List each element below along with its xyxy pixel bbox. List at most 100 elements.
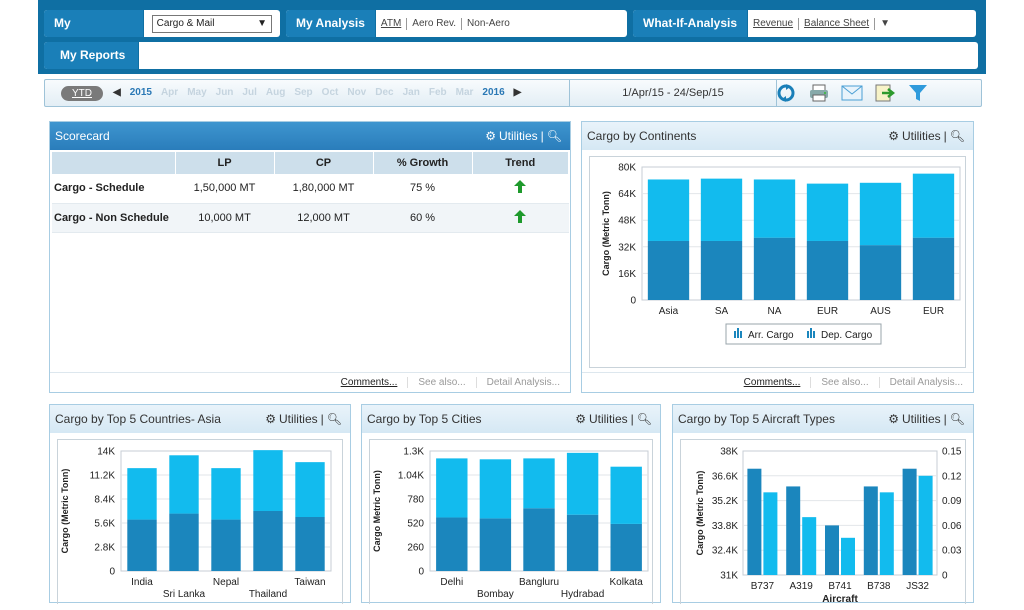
- zoom-icon[interactable]: 🔍︎: [636, 412, 652, 426]
- y2-tick-label: 0.12: [942, 471, 962, 482]
- y-tick-label: 1.3K: [403, 447, 424, 458]
- x-tick-label: B738: [867, 581, 891, 592]
- month-sep[interactable]: Sep: [294, 87, 313, 98]
- y-tick-label: 16K: [618, 269, 636, 280]
- aircraft-utilities[interactable]: ⚙ Utilities | 🔍︎: [888, 405, 965, 433]
- countries-chart: 0 2.8K 5.6K 8.4K 11.2K 14K Cargo (Metric Tonn)…: [60, 447, 332, 600]
- month-apr[interactable]: Apr: [160, 87, 179, 98]
- y2-tick-label: 0.09: [942, 496, 962, 507]
- y-tick-label: 1.04K: [398, 471, 424, 482]
- bar: [169, 513, 199, 571]
- cities-chart: 0 260 520 780 1.04K 1.3K Cargo Metric Tonn) Del…: [372, 447, 649, 600]
- scorecard-table: LP CP % Growth Trend Cargo - Schedule 1,…: [52, 152, 569, 233]
- legend-swatch-icon: [813, 331, 815, 338]
- detail-analysis-link[interactable]: Detail Analysis...: [475, 377, 570, 388]
- plot-area: [742, 450, 938, 576]
- x-tick-label: Taiwan: [294, 577, 325, 588]
- trend-up-arrow-icon: [472, 174, 569, 204]
- month-may[interactable]: May: [187, 87, 207, 98]
- bar: [912, 237, 955, 300]
- col-header-cp: CP: [274, 152, 374, 174]
- y-tick-label: 0: [630, 296, 636, 307]
- x-tick-label: India: [131, 577, 153, 588]
- my-dashboard-button[interactable]: My Dashboard: [44, 10, 144, 37]
- print-icon[interactable]: [808, 83, 830, 103]
- whatif-link-revenue[interactable]: Revenue: [748, 17, 800, 30]
- refresh-icon[interactable]: [775, 83, 797, 103]
- aircraft-chart-frame: 31K 0 32.4K 0.03 33.8K 0.06 35.2K 0.09 36.6K 0.12…: [680, 439, 966, 605]
- month-mar[interactable]: Mar: [455, 87, 474, 98]
- end-year[interactable]: 2016: [482, 87, 505, 98]
- what-if-analysis-button[interactable]: What-If-Analysis: [633, 10, 749, 37]
- col-header-lp: LP: [175, 152, 275, 174]
- my-reports-button[interactable]: My Reports: [44, 42, 139, 69]
- y-tick-label: 780: [407, 495, 424, 506]
- analysis-group: My Analysis ATM Aero Rev. Non-Aero: [286, 10, 627, 37]
- period-slider[interactable]: ◀ 2015 Apr May Jun Jul Aug Sep Oct Nov D…: [113, 87, 521, 98]
- y-tick-label: 260: [407, 543, 424, 554]
- start-year[interactable]: 2015: [129, 87, 152, 98]
- utilities-label[interactable]: Utilities: [588, 412, 628, 426]
- next-year-arrow-icon[interactable]: ▶: [513, 87, 522, 98]
- continents-footer: Comments... See also... Detail Analysis.…: [582, 372, 973, 392]
- cities-panel: Cargo by Top 5 Cities ⚙ Utilities | 🔍︎ 0…: [361, 404, 661, 604]
- see-also-link[interactable]: See also...: [407, 377, 475, 388]
- ytd-button[interactable]: YTD: [61, 86, 103, 101]
- utilities-label[interactable]: Utilities: [498, 129, 538, 143]
- month-aug[interactable]: Aug: [265, 87, 286, 98]
- email-icon[interactable]: [841, 83, 863, 103]
- export-icon[interactable]: [874, 83, 896, 103]
- zoom-icon[interactable]: 🔍︎: [326, 412, 342, 426]
- month-jan[interactable]: Jan: [402, 87, 420, 98]
- month-jun[interactable]: Jun: [215, 87, 234, 98]
- y-tick-label: 520: [407, 519, 424, 530]
- legend-swatch-icon: [737, 328, 739, 338]
- month-dec[interactable]: Dec: [375, 87, 394, 98]
- analysis-link-atm[interactable]: ATM: [376, 17, 408, 30]
- bar: [647, 240, 690, 300]
- dashboard-select[interactable]: Cargo & Mail ▼: [151, 14, 272, 33]
- analysis-link-non-aero[interactable]: Non-Aero: [467, 17, 510, 29]
- y-tick-label: 35.2K: [712, 496, 738, 507]
- bar: [859, 182, 902, 246]
- scorecard-utilities[interactable]: ⚙ Utilities | 🔍︎: [485, 122, 562, 150]
- analysis-link-aero-rev[interactable]: Aero Rev.: [407, 17, 463, 30]
- gears-icon: ⚙: [575, 412, 586, 426]
- my-analysis-button[interactable]: My Analysis: [286, 10, 376, 37]
- continents-utilities[interactable]: ⚙ Utilities | 🔍︎: [888, 122, 965, 150]
- utilities-label[interactable]: Utilities: [901, 129, 941, 143]
- month-feb[interactable]: Feb: [428, 87, 447, 98]
- whatif-more-dropdown[interactable]: ▼: [880, 17, 891, 29]
- zoom-icon[interactable]: 🔍︎: [949, 129, 965, 143]
- month-nov[interactable]: Nov: [347, 87, 367, 98]
- toolbar-icons: [775, 83, 929, 103]
- utilities-label[interactable]: Utilities: [278, 412, 318, 426]
- whatif-link-balance-sheet[interactable]: Balance Sheet: [799, 17, 876, 30]
- y2-tick-label: 0.03: [942, 546, 962, 557]
- filter-icon[interactable]: [907, 83, 929, 103]
- detail-analysis-link[interactable]: Detail Analysis...: [878, 377, 973, 388]
- comments-link[interactable]: Comments...: [340, 377, 398, 388]
- zoom-icon[interactable]: 🔍︎: [949, 412, 965, 426]
- bar: [902, 468, 917, 575]
- bar: [253, 511, 283, 571]
- y-tick-label: 5.6K: [94, 519, 115, 530]
- prev-year-arrow-icon[interactable]: ◀: [113, 87, 121, 98]
- col-header-label: [52, 152, 176, 174]
- month-jul[interactable]: Jul: [242, 87, 257, 98]
- y-tick-label: 32K: [618, 242, 636, 253]
- dashboard-select-value: Cargo & Mail: [156, 17, 215, 29]
- x-axis-label: Aircraft: [822, 594, 858, 605]
- y-tick-label: 48K: [618, 216, 636, 227]
- y-tick-label: 0: [418, 567, 424, 578]
- comments-link[interactable]: Comments...: [743, 377, 801, 388]
- see-also-link[interactable]: See also...: [810, 377, 878, 388]
- cities-utilities[interactable]: ⚙ Utilities | 🔍︎: [575, 405, 652, 433]
- countries-header: Cargo by Top 5 Countries- Asia ⚙ Utiliti…: [50, 405, 350, 433]
- utilities-label[interactable]: Utilities: [901, 412, 941, 426]
- zoom-icon[interactable]: 🔍︎: [546, 129, 562, 143]
- scorecard-footer: Comments... See also... Detail Analysis.…: [50, 372, 570, 392]
- countries-utilities[interactable]: ⚙ Utilities | 🔍︎: [265, 405, 342, 433]
- month-oct[interactable]: Oct: [321, 87, 339, 98]
- y-tick-label: 31K: [720, 571, 738, 582]
